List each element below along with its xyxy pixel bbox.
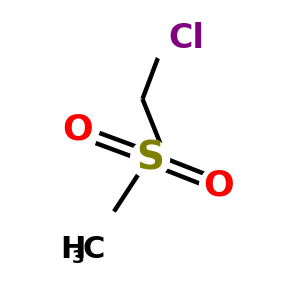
Text: S: S: [136, 140, 164, 178]
Text: H: H: [60, 235, 85, 263]
Text: C: C: [82, 235, 105, 263]
Text: Cl: Cl: [168, 22, 204, 56]
Circle shape: [200, 167, 238, 206]
Circle shape: [58, 110, 98, 148]
Circle shape: [130, 140, 170, 178]
Circle shape: [57, 228, 99, 270]
Text: O: O: [63, 112, 93, 146]
Circle shape: [147, 18, 189, 60]
Text: O: O: [204, 169, 234, 203]
Text: 3: 3: [71, 249, 84, 267]
